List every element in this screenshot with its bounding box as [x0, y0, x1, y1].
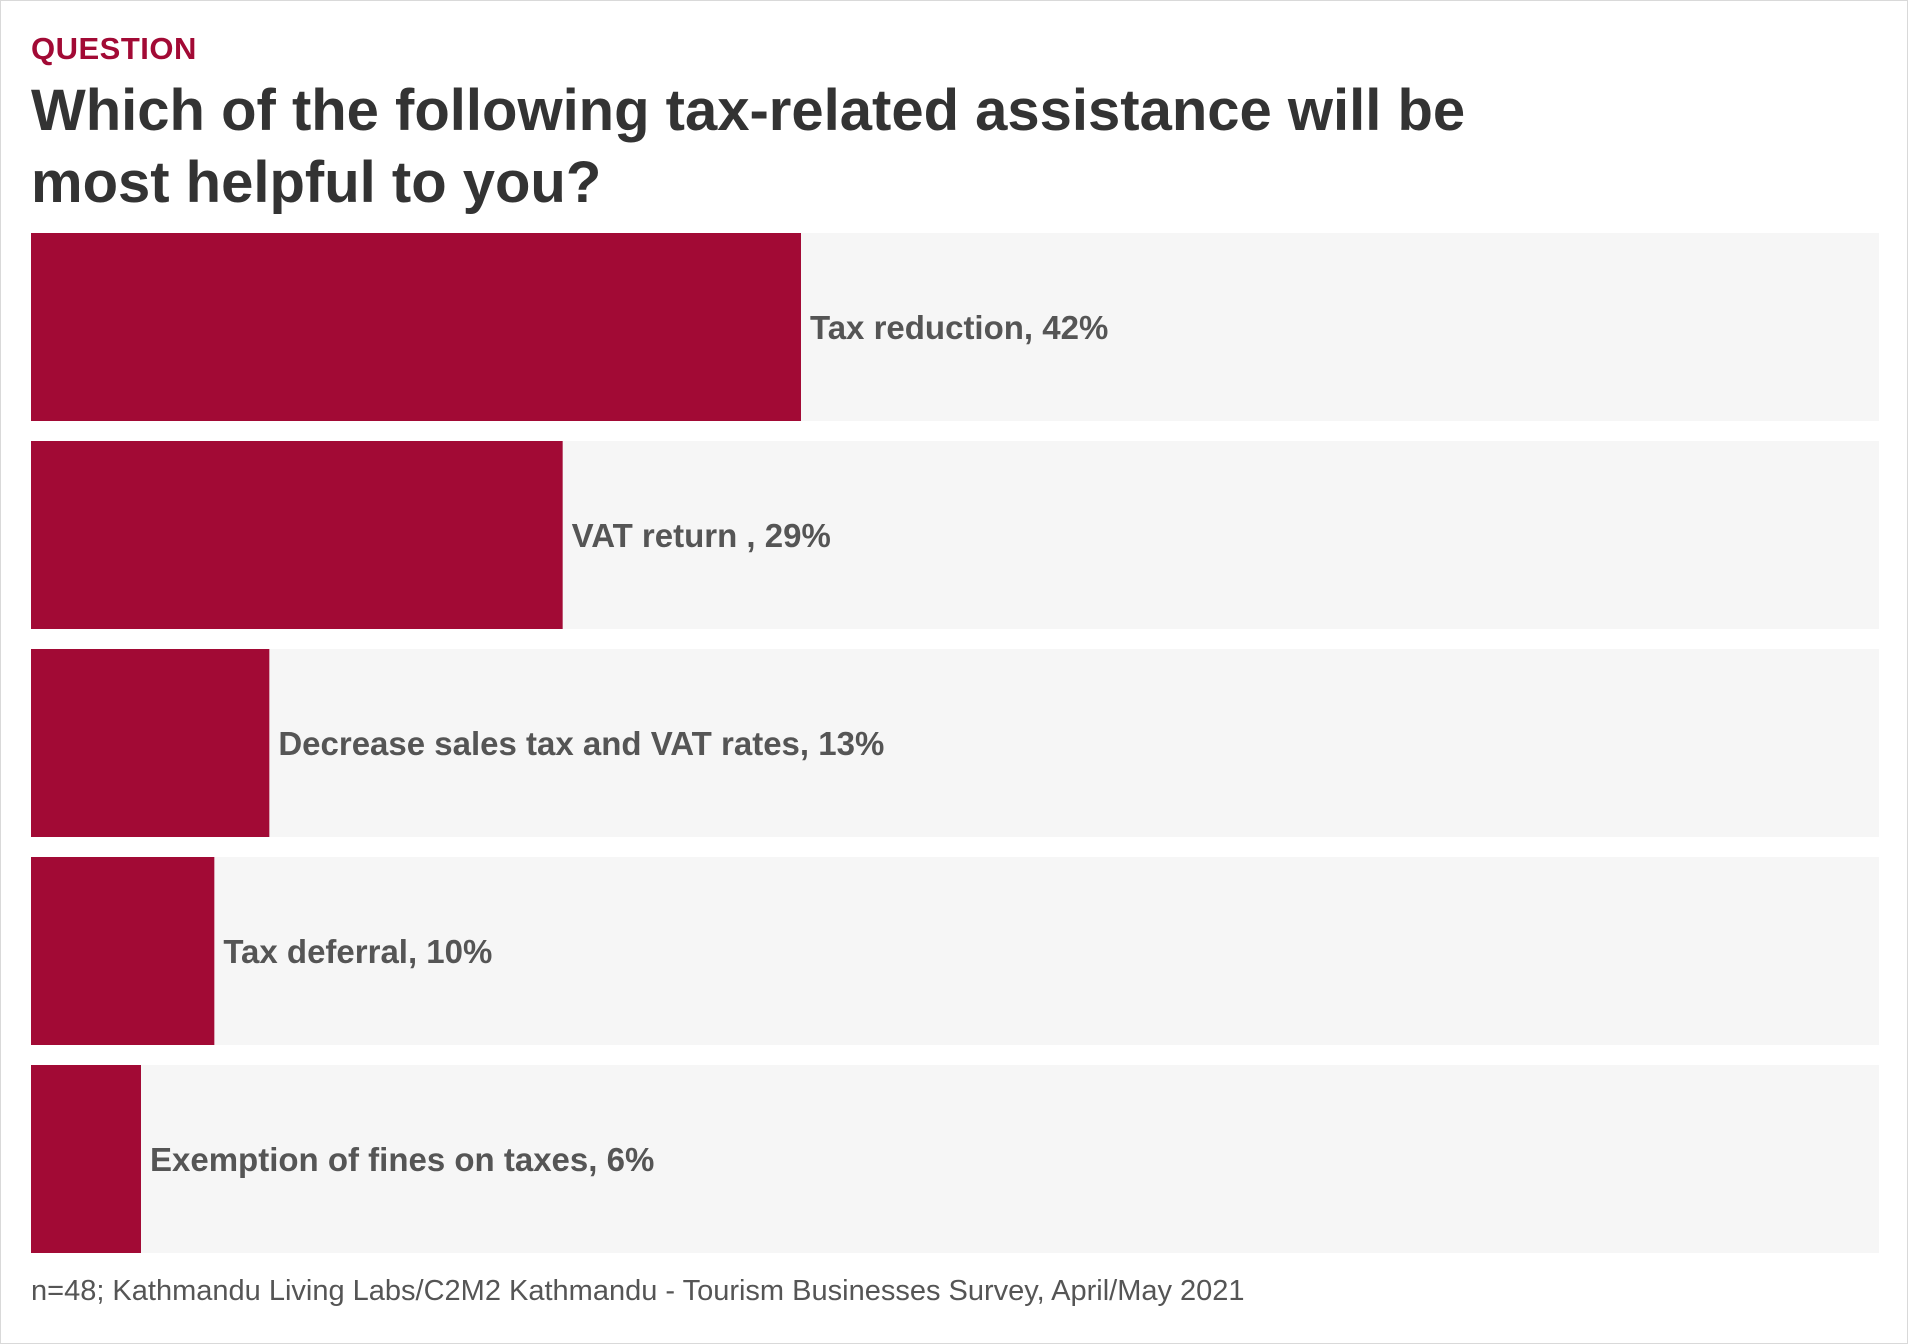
bar — [31, 649, 270, 837]
bar-track — [31, 1065, 1879, 1253]
bar-track — [31, 857, 1879, 1045]
bar-row: Tax deferral, 10% — [31, 857, 1879, 1045]
bar-row: VAT return , 29% — [31, 441, 1879, 629]
bar-label: Tax deferral, 10% — [223, 933, 492, 970]
source-footnote: n=48; Kathmandu Living Labs/C2M2 Kathman… — [31, 1275, 1245, 1307]
question-eyebrow: QUESTION — [31, 31, 197, 66]
bar-label: Tax reduction, 42% — [810, 309, 1108, 346]
bar — [31, 441, 563, 629]
bar-label: Exemption of fines on taxes, 6% — [150, 1141, 654, 1178]
bar-chart: Tax reduction, 42% VAT return , 29% Decrea… — [31, 233, 1879, 1253]
bar-track — [31, 649, 1879, 837]
bar-row: Decrease sales tax and VAT rates, 13% — [31, 649, 1879, 837]
chart-title: Which of the following tax-related assis… — [31, 78, 1466, 215]
bar — [31, 233, 801, 421]
bar-label: VAT return , 29% — [572, 517, 831, 554]
bar — [31, 1065, 141, 1253]
bar-label: Decrease sales tax and VAT rates, 13% — [278, 725, 884, 762]
bar-row: Tax reduction, 42% — [31, 233, 1879, 421]
bar — [31, 857, 215, 1045]
bar-row: Exemption of fines on taxes, 6% — [31, 1065, 1879, 1253]
